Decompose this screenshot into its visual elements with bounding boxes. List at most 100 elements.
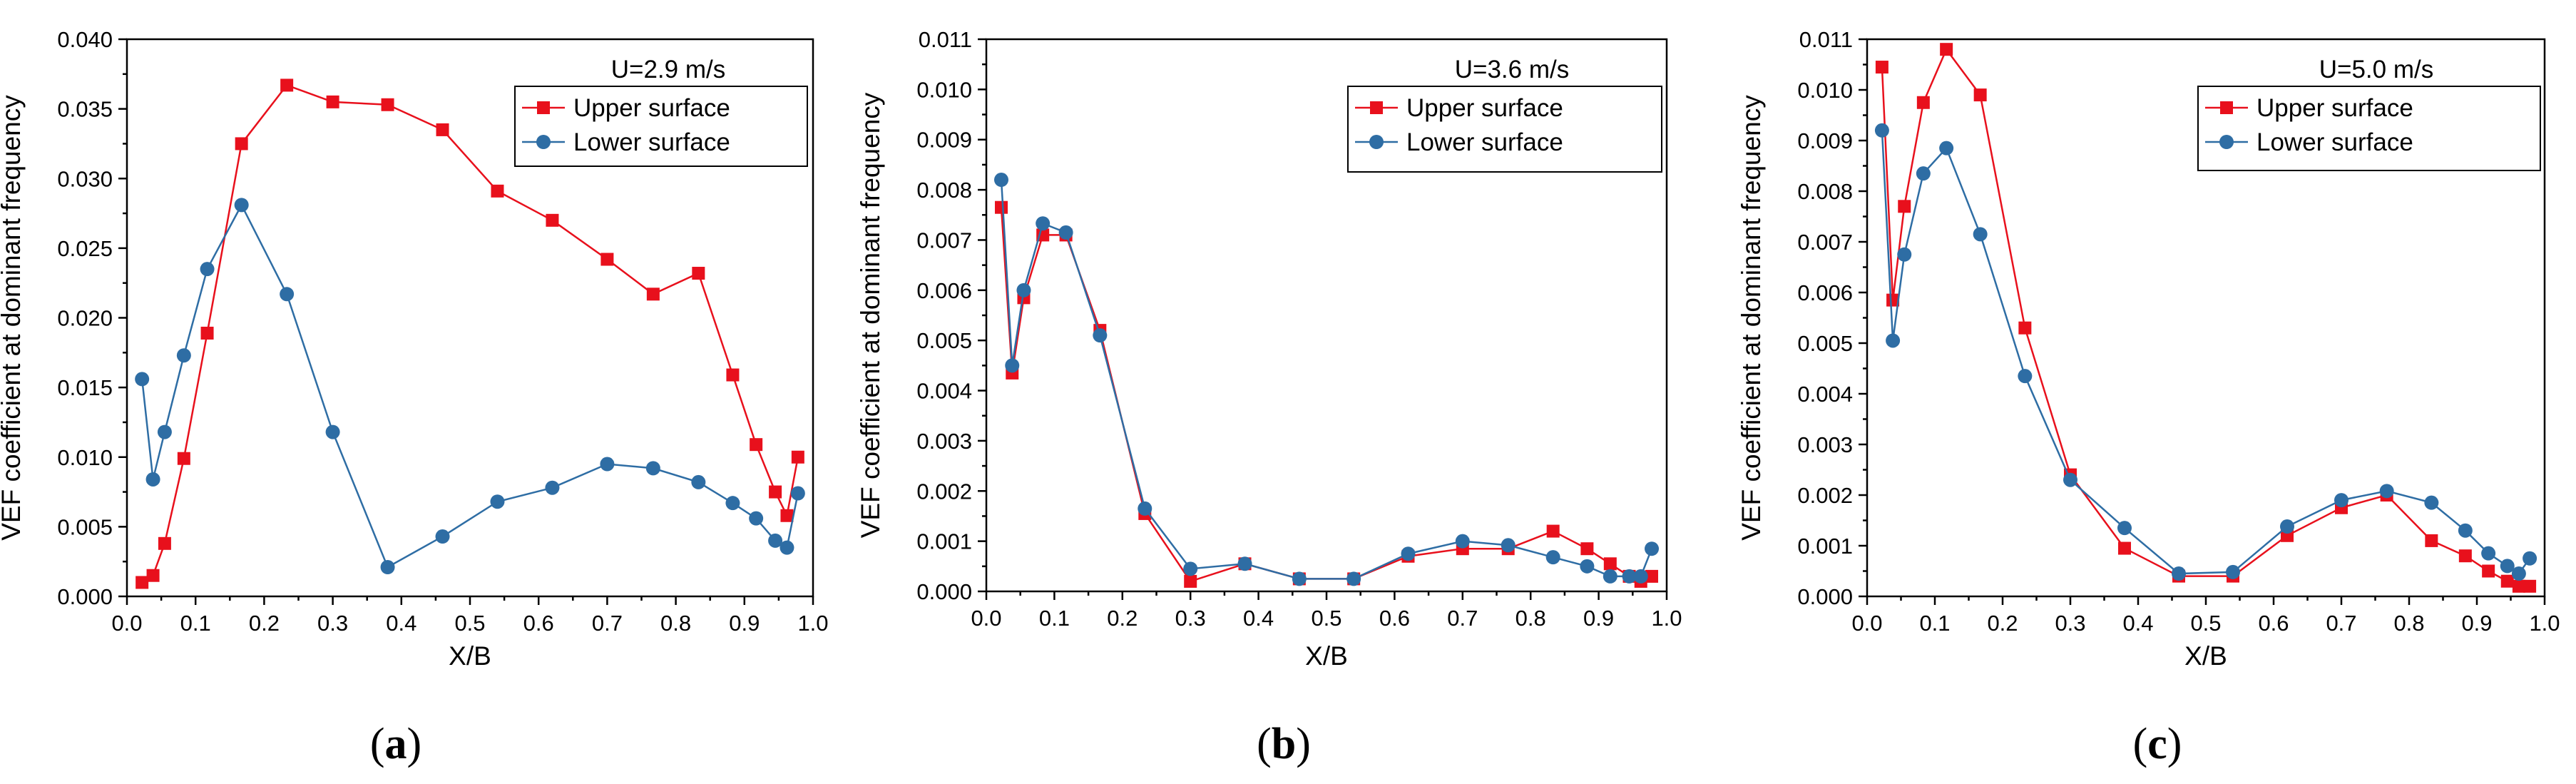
data-point-square [692, 267, 705, 280]
data-point-square [2482, 564, 2495, 578]
data-point-circle [2379, 484, 2394, 499]
data-point-circle [1973, 227, 1988, 242]
y-tick-label: 0.000 [916, 579, 972, 604]
legend-marker-circle [1369, 135, 1384, 149]
y-tick-label: 0.001 [1797, 534, 1853, 559]
chart-panel-a: 0.0 0.1 0.2 0.3 0.4 0.5 0.6 0.7 0.8 0.9 1.0 0.000 0.… [0, 27, 829, 768]
y-axis-title: VEF coefficient at dominant frequency [1737, 95, 1766, 541]
legend-box [2197, 86, 2541, 171]
data-point-square [1580, 542, 1594, 556]
legend-marker-circle [536, 135, 551, 149]
data-point-circle [1501, 538, 1516, 553]
data-point-circle [1633, 569, 1648, 584]
x-tick-label: 0.3 [1175, 606, 1206, 631]
data-point-square [1940, 43, 1953, 56]
data-point-circle [2523, 551, 2537, 566]
data-point-circle [2226, 564, 2240, 579]
data-point-square [1973, 88, 1987, 102]
x-axis-title: X/B [1305, 641, 1348, 671]
legend-marker-square [2220, 101, 2233, 114]
y-tick-label: 0.040 [57, 27, 113, 52]
legend-label: Upper surface [1406, 94, 1563, 122]
data-point-circle [1897, 247, 1912, 262]
panel-label: (a) [370, 720, 421, 768]
data-point-circle [1580, 559, 1595, 574]
data-point-circle [200, 262, 215, 277]
series-line [1000, 179, 1653, 580]
data-point-square [280, 78, 294, 92]
data-point-circle [145, 472, 160, 487]
y-tick-label: 0.011 [919, 27, 972, 52]
x-tick-label: 0.1 [180, 611, 211, 636]
x-tick-label: 0.6 [2258, 611, 2289, 636]
x-tick-label: 0.2 [1987, 611, 2018, 636]
data-point-circle [2511, 566, 2526, 581]
x-tick-label: 0.7 [1447, 606, 1478, 631]
x-tick-label: 1.0 [2529, 611, 2560, 636]
x-tick-label: 0.4 [2122, 611, 2153, 636]
x-tick-label: 1.0 [1651, 606, 1682, 631]
data-point-circle [725, 496, 740, 511]
x-tick-label: 0.5 [454, 611, 485, 636]
data-point-square [726, 368, 740, 382]
data-point-circle [1346, 571, 1361, 586]
y-tick-label: 0.001 [916, 529, 972, 554]
data-point-circle [2063, 472, 2077, 487]
legend-title: U=3.6 m/s [1455, 56, 1569, 83]
data-point-circle [435, 529, 450, 544]
chart-panel-b: 0.0 0.1 0.2 0.3 0.4 0.5 0.6 0.7 0.8 0.9 1.0 0.000 0.… [856, 27, 1682, 768]
data-point-circle [234, 198, 249, 213]
legend-label: Lower surface [2256, 128, 2413, 156]
data-point-circle [790, 486, 805, 501]
data-point-square [2458, 549, 2472, 563]
y-tick-label: 0.004 [1797, 382, 1853, 407]
data-point-circle [2280, 519, 2294, 534]
data-point-circle [1183, 561, 1198, 576]
legend-marker-square [537, 101, 550, 114]
panel-label: (c) [2133, 720, 2182, 768]
data-point-circle [1455, 534, 1470, 549]
data-point-square [1603, 557, 1617, 571]
x-tick-label: 0.9 [1583, 606, 1614, 631]
data-point-circle [780, 540, 794, 555]
data-point-circle [2117, 521, 2132, 536]
data-point-circle [1058, 225, 1073, 240]
data-point-square [1645, 569, 1659, 583]
legend: U=3.6 m/s Upper surface Lower surface [1347, 56, 1662, 173]
x-tick-label: 0.1 [1039, 606, 1070, 631]
data-point-square [1184, 574, 1197, 588]
legend-label: Lower surface [573, 128, 730, 156]
data-point-circle [2458, 523, 2473, 538]
data-point-square [200, 326, 214, 340]
legend-marker-square [1370, 101, 1383, 114]
data-point-square [546, 213, 559, 227]
y-tick-label: 0.005 [916, 328, 972, 353]
data-point-square [326, 95, 339, 108]
data-point-circle [1093, 328, 1108, 343]
series-lower-surface [135, 198, 805, 574]
legend-label: Upper surface [2256, 94, 2413, 122]
series-upper-surface [136, 78, 804, 589]
y-tick-label: 0.025 [57, 236, 113, 261]
data-point-circle [176, 348, 191, 363]
data-point-square [146, 569, 160, 582]
y-tick-label: 0.030 [57, 166, 113, 191]
y-tick-label: 0.010 [57, 445, 113, 470]
y-tick-label: 0.011 [1799, 27, 1853, 52]
x-tick-label: 0.5 [2190, 611, 2221, 636]
y-tick-label: 0.007 [916, 228, 972, 253]
data-point-square [600, 253, 614, 266]
data-point-circle [1886, 333, 1901, 348]
y-tick-label: 0.003 [1797, 432, 1853, 457]
legend-box [1347, 86, 1662, 173]
legend-box [514, 86, 808, 167]
data-point-circle [2424, 495, 2439, 510]
data-point-circle [2481, 546, 2496, 561]
data-point-circle [490, 494, 505, 509]
data-point-square [780, 509, 794, 522]
x-tick-label: 0.9 [729, 611, 760, 636]
legend-marker-circle [2219, 135, 2234, 149]
data-point-square [1546, 524, 1560, 538]
data-point-square [2523, 579, 2537, 593]
data-point-circle [1916, 166, 1931, 181]
